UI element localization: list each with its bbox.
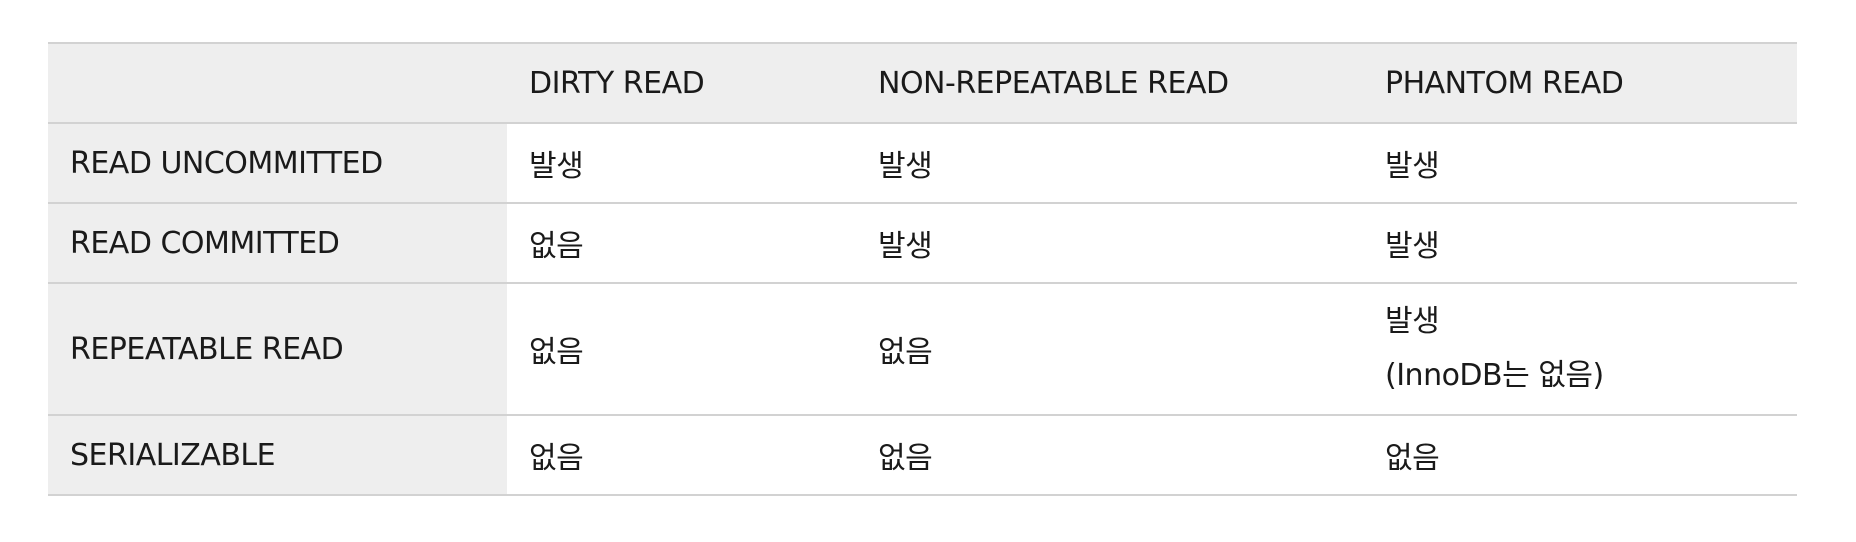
cell-non-repeatable-read: 없음 (856, 415, 1363, 496)
cell-phantom-read: 발생 (1363, 203, 1797, 284)
header-phantom-read: PHANTOM READ (1363, 42, 1797, 124)
header-corner-cell (48, 42, 507, 124)
cell-dirty-read: 발생 (507, 123, 856, 204)
table-row: READ UNCOMMITTED 발생 발생 발생 (48, 123, 1797, 204)
header-non-repeatable-read: NON-REPEATABLE READ (856, 42, 1363, 124)
row-label-read-uncommitted: READ UNCOMMITTED (48, 123, 507, 204)
isolation-level-table: DIRTY READ NON-REPEATABLE READ PHANTOM R… (48, 42, 1797, 496)
table-row: READ COMMITTED 없음 발생 발생 (48, 203, 1797, 284)
row-label-repeatable-read: REPEATABLE READ (48, 283, 507, 416)
table-body: READ UNCOMMITTED 발생 발생 발생 READ COMMITTED… (48, 123, 1797, 496)
cell-phantom-read: 발생 (InnoDB는 없음) (1363, 283, 1797, 416)
cell-non-repeatable-read: 없음 (856, 283, 1363, 416)
cell-non-repeatable-read: 발생 (856, 203, 1363, 284)
cell-dirty-read: 없음 (507, 203, 856, 284)
table-header: DIRTY READ NON-REPEATABLE READ PHANTOM R… (48, 42, 1797, 124)
cell-dirty-read: 없음 (507, 415, 856, 496)
table-row: REPEATABLE READ 없음 없음 발생 (InnoDB는 없음) (48, 283, 1797, 416)
cell-phantom-read-line: 발생 (1385, 304, 1440, 339)
row-label-read-committed: READ COMMITTED (48, 203, 507, 284)
cell-phantom-read-note: (InnoDB는 없음) (1385, 358, 1604, 393)
cell-phantom-read: 발생 (1363, 123, 1797, 204)
cell-non-repeatable-read: 발생 (856, 123, 1363, 204)
header-row: DIRTY READ NON-REPEATABLE READ PHANTOM R… (48, 42, 1797, 124)
header-dirty-read: DIRTY READ (507, 42, 856, 124)
cell-dirty-read: 없음 (507, 283, 856, 416)
cell-phantom-read: 없음 (1363, 415, 1797, 496)
table-row: SERIALIZABLE 없음 없음 없음 (48, 415, 1797, 496)
row-label-serializable: SERIALIZABLE (48, 415, 507, 496)
